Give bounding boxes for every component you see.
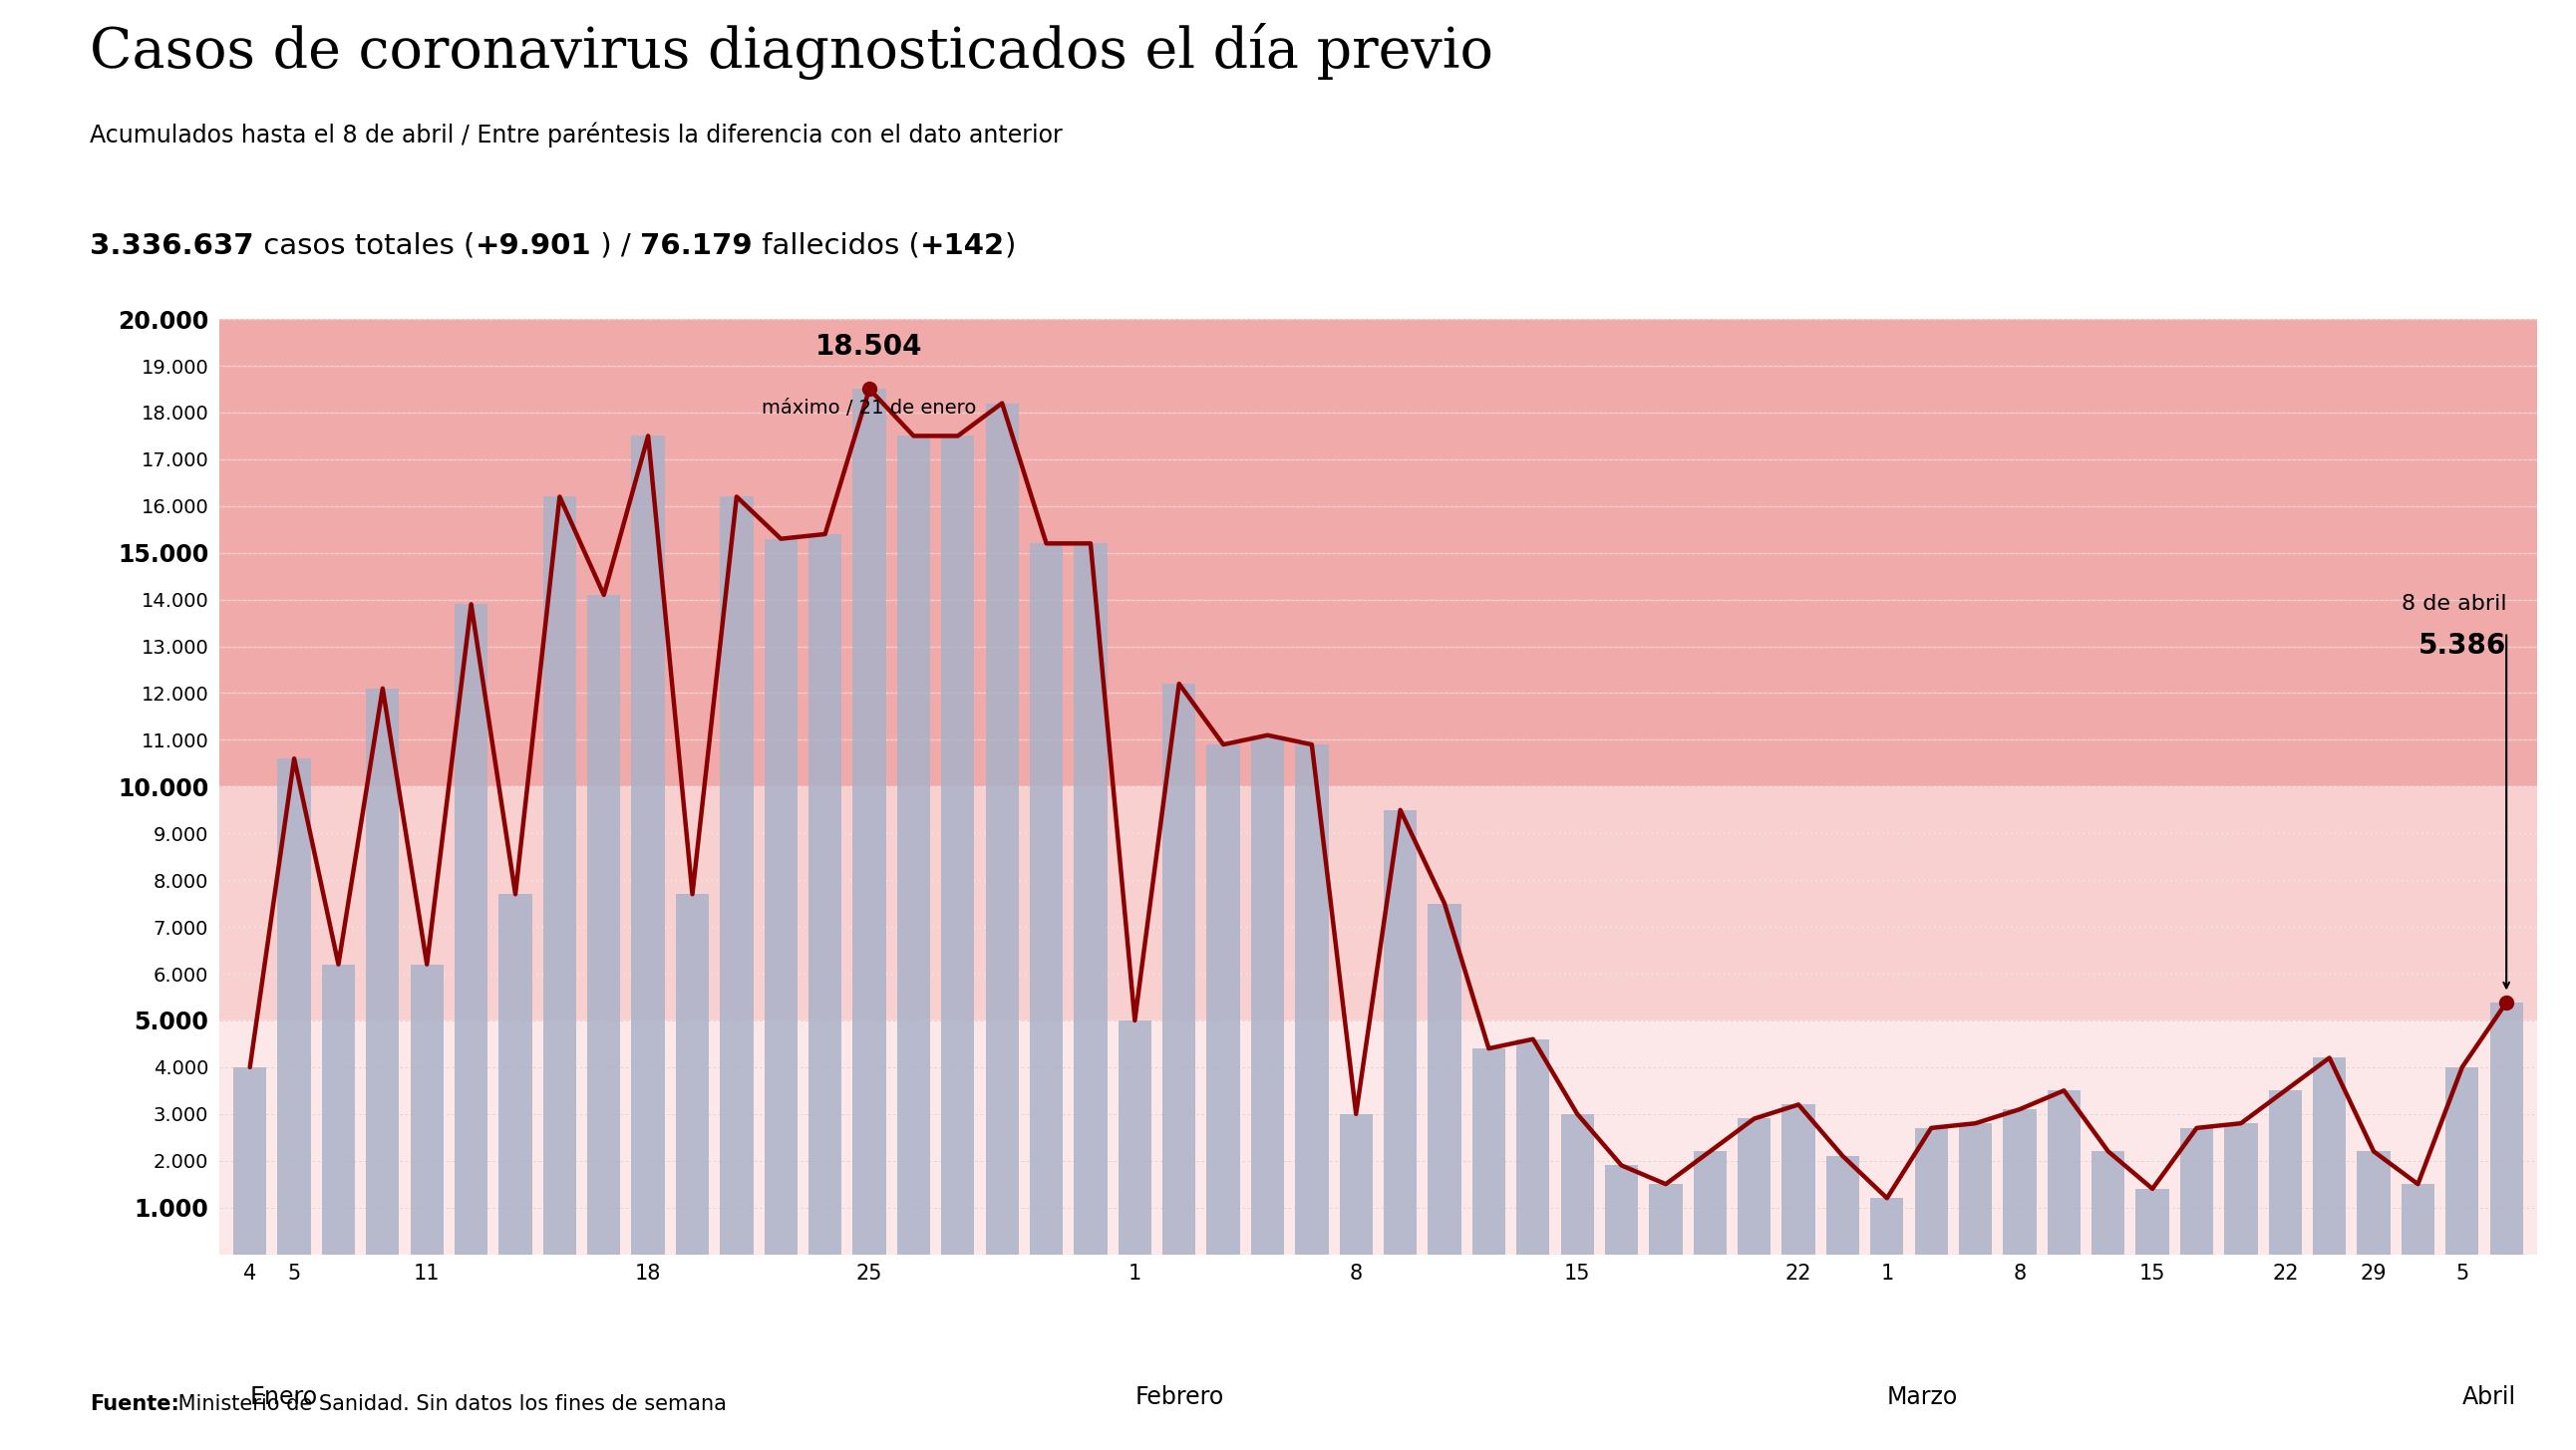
Text: fallecidos (: fallecidos (	[752, 232, 920, 260]
Bar	[1471, 1048, 1504, 1254]
Text: ): )	[1005, 232, 1015, 260]
Bar	[987, 403, 1018, 1254]
Text: 3.336.637: 3.336.637	[90, 232, 255, 260]
Text: máximo / 21 de enero: máximo / 21 de enero	[762, 399, 976, 418]
Bar	[234, 1067, 265, 1254]
Bar	[2223, 1124, 2257, 1254]
Bar	[2092, 1151, 2125, 1254]
Bar	[1252, 735, 1285, 1254]
Bar	[1561, 1114, 1595, 1254]
Bar	[1340, 1114, 1373, 1254]
Text: Fuente:: Fuente:	[90, 1393, 180, 1414]
Bar	[853, 389, 886, 1254]
Bar	[1118, 1021, 1151, 1254]
Bar	[1692, 1151, 1726, 1254]
Bar	[721, 497, 752, 1254]
Bar	[219, 319, 2537, 786]
Bar	[1296, 744, 1329, 1254]
Bar	[587, 594, 621, 1254]
Bar	[453, 605, 487, 1254]
Text: Abril: Abril	[2463, 1385, 2517, 1409]
Bar	[219, 786, 2537, 1021]
Bar	[2357, 1151, 2391, 1254]
Bar	[544, 497, 577, 1254]
Text: Enero: Enero	[250, 1385, 317, 1409]
Text: ) /: ) /	[592, 232, 639, 260]
Text: Ministerio de Sanidad. Sin datos los fines de semana: Ministerio de Sanidad. Sin datos los fin…	[170, 1393, 726, 1414]
Text: 18.504: 18.504	[817, 334, 922, 361]
Bar	[2269, 1090, 2303, 1254]
Text: Febrero: Febrero	[1136, 1385, 1224, 1409]
Bar	[1958, 1124, 1991, 1254]
Bar	[1826, 1156, 1860, 1254]
Text: 8 de abril: 8 de abril	[2401, 593, 2506, 613]
Bar	[765, 539, 799, 1254]
Bar	[219, 1021, 2537, 1254]
Bar	[1783, 1105, 1816, 1254]
Bar	[1383, 811, 1417, 1254]
Text: Acumulados hasta el 8 de abril / Entre paréntesis la diferencia con el dato ante: Acumulados hasta el 8 de abril / Entre p…	[90, 122, 1064, 148]
Bar	[2445, 1067, 2478, 1254]
Bar	[1206, 744, 1239, 1254]
Bar	[2491, 1002, 2522, 1254]
Bar	[410, 964, 443, 1254]
Bar	[1605, 1166, 1638, 1254]
Bar	[1649, 1185, 1682, 1254]
Bar	[1427, 903, 1461, 1254]
Bar	[2179, 1128, 2213, 1254]
Bar	[1030, 544, 1064, 1254]
Bar	[940, 436, 974, 1254]
Bar	[2004, 1109, 2035, 1254]
Bar	[631, 436, 665, 1254]
Bar	[278, 758, 312, 1254]
Text: casos totales (: casos totales (	[255, 232, 474, 260]
Bar	[1870, 1198, 1904, 1254]
Bar	[896, 436, 930, 1254]
Bar	[2313, 1058, 2347, 1254]
Bar	[2401, 1185, 2434, 1254]
Text: +142: +142	[920, 232, 1005, 260]
Bar	[366, 689, 399, 1254]
Text: Casos de coronavirus diagnosticados el día previo: Casos de coronavirus diagnosticados el d…	[90, 23, 1494, 80]
Bar	[1739, 1118, 1770, 1254]
Text: +9.901: +9.901	[474, 232, 592, 260]
Bar	[322, 964, 355, 1254]
Bar	[500, 895, 533, 1254]
Bar	[1074, 544, 1108, 1254]
Bar	[1517, 1040, 1551, 1254]
Bar	[675, 895, 708, 1254]
Text: 76.179: 76.179	[639, 232, 752, 260]
Bar	[809, 534, 842, 1254]
Bar	[2136, 1189, 2169, 1254]
Text: 5.386: 5.386	[2419, 632, 2506, 660]
Text: Marzo: Marzo	[1888, 1385, 1958, 1409]
Bar	[1162, 684, 1195, 1254]
Bar	[1914, 1128, 1947, 1254]
Bar	[2048, 1090, 2081, 1254]
